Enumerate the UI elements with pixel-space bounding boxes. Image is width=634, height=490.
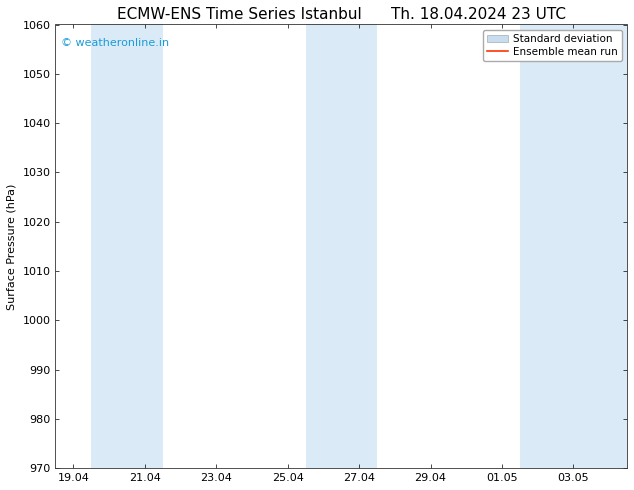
Title: ECMW-ENS Time Series Istanbul      Th. 18.04.2024 23 UTC: ECMW-ENS Time Series Istanbul Th. 18.04.… bbox=[117, 7, 566, 22]
Text: © weatheronline.in: © weatheronline.in bbox=[61, 38, 169, 48]
Legend: Standard deviation, Ensemble mean run: Standard deviation, Ensemble mean run bbox=[482, 30, 622, 61]
Y-axis label: Surface Pressure (hPa): Surface Pressure (hPa) bbox=[7, 183, 17, 310]
Bar bbox=[306, 24, 377, 468]
Bar bbox=[91, 24, 163, 468]
Bar bbox=[520, 24, 627, 468]
